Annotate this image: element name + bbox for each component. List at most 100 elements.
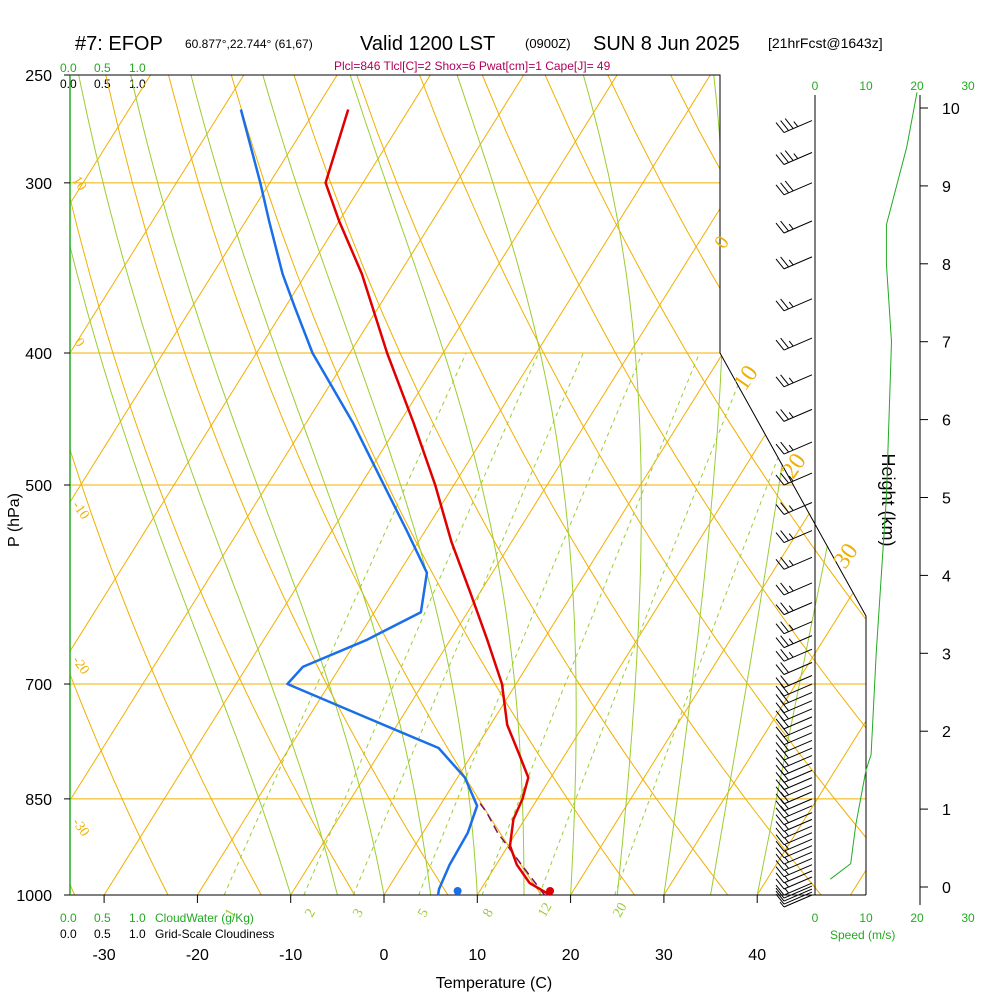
wind-barb	[775, 118, 813, 133]
wind-barb	[775, 408, 813, 422]
wind-barb-shaft	[783, 832, 813, 846]
wind-barb-shaft	[783, 825, 813, 839]
wind-barb-flag	[780, 530, 789, 541]
wind-barb-flag	[780, 635, 789, 646]
wind-barb-shaft	[783, 851, 813, 865]
moist-adiabat	[582, 75, 642, 895]
wind-barb-flag	[780, 337, 789, 349]
pressure-tick-label: 250	[25, 68, 52, 85]
x-axis-label: Temperature (C)	[436, 975, 552, 992]
wind-barb-flag	[784, 863, 789, 869]
moist-adiabat	[756, 75, 866, 895]
cloudwater-label: CloudWater (g/Kg)	[155, 911, 254, 925]
mixing-ratio-line	[303, 352, 539, 895]
wind-barb-flag	[775, 702, 785, 714]
wind-barb-flag	[775, 650, 785, 662]
wind-barb-flag	[788, 223, 794, 230]
grid-clip	[70, 75, 1000, 895]
mixing-ratio-line	[538, 352, 752, 895]
wind-barb	[775, 870, 813, 884]
wind-barb-flag	[779, 901, 785, 908]
cloud-scale-top-green-1: 0.5	[94, 61, 111, 75]
isotherm-label: 30	[829, 539, 864, 574]
forecast-tag: [21hrFcst@1643z]	[768, 35, 883, 51]
wind-barb-shaft	[783, 838, 813, 852]
mixing-ratio-label: 3	[350, 906, 366, 920]
wind-barb-flag	[775, 800, 785, 812]
wind-barb-shaft	[783, 530, 813, 543]
wind-barb-flag	[788, 444, 794, 451]
wind-barb	[775, 530, 813, 543]
isotherm-line	[850, 75, 866, 895]
wind-barb-flag	[775, 814, 785, 825]
cloud-scale-bottom-green-2: 1.0	[129, 911, 146, 925]
moist-adiabat	[190, 75, 432, 895]
wind-barb-flag	[788, 340, 794, 347]
wind-barb-flag	[788, 301, 794, 308]
isotherm-line	[196, 75, 711, 895]
wind-barb-flag	[784, 830, 789, 837]
wind-barb-flag	[780, 648, 789, 660]
dry-adiabat	[70, 75, 262, 895]
wind-barb-flag	[788, 377, 794, 384]
wind-barb	[775, 864, 813, 878]
wind-barb-shaft	[783, 777, 813, 791]
pressure-tick-label: 300	[25, 176, 52, 193]
wind-barb-flag	[775, 222, 785, 234]
wind-barb-flag	[780, 602, 789, 613]
wind-barb	[775, 845, 813, 859]
speed-top-10: 10	[859, 79, 873, 93]
wind-barb-flag	[784, 180, 794, 192]
wind-barb-shaft	[783, 337, 813, 351]
wind-barb-flag	[788, 605, 794, 611]
moist-adiabat	[456, 75, 577, 895]
wind-barb-flag	[788, 475, 794, 482]
dry-adiabat	[544, 75, 866, 895]
isotherm-line	[756, 75, 866, 895]
wind-barb	[775, 621, 813, 635]
speed-bottom-20: 20	[910, 911, 924, 925]
wind-barb-shaft	[783, 182, 813, 196]
wind-barb-flag	[775, 872, 785, 884]
dry-adiabat	[922, 75, 1000, 895]
wind-barb-shaft	[783, 700, 813, 714]
wind-barb-flag	[775, 710, 785, 722]
height-tick-label: 6	[942, 413, 951, 430]
wind-barb	[775, 220, 813, 234]
cloud-scale-bottom-black-1: 0.5	[94, 927, 111, 941]
wind-barb-flag	[775, 443, 785, 455]
height-tick-label: 1	[942, 802, 951, 819]
speed-scale-bottom: 0 10 20 30	[812, 911, 975, 925]
cloud-scale-bottom-black-0: 0.0	[60, 927, 77, 941]
wind-barb	[775, 180, 813, 196]
wind-barb-shaft	[783, 256, 813, 270]
wind-barb-flag	[775, 664, 785, 675]
isotherm-line	[103, 75, 618, 895]
wind-barb-flag	[775, 677, 785, 688]
wind-barb-flag	[775, 300, 785, 312]
height-tick-label: 0	[942, 880, 951, 897]
isotherm-line	[70, 75, 245, 895]
dry-adiabat	[356, 75, 822, 895]
speed-bottom-30: 30	[961, 911, 975, 925]
speed-scale-top: 0 10 20 30	[812, 79, 975, 93]
wind-barb-shaft	[783, 845, 813, 859]
temp-tick-label: 10	[468, 947, 486, 964]
moist-adiabat	[78, 75, 338, 895]
wind-barb-flag	[780, 557, 789, 568]
cloud-scale-bottom-green-1: 0.5	[94, 911, 111, 925]
wind-barb-flag	[775, 339, 785, 351]
wind-barb-flag	[784, 843, 789, 850]
wind-barb-flag	[780, 120, 789, 131]
moist-adiabat	[130, 75, 385, 895]
wind-barb-flag	[775, 847, 785, 858]
wind-barb-shaft	[783, 798, 813, 812]
wind-barb	[775, 256, 813, 270]
wind-barb-shaft	[783, 408, 813, 422]
speed-top-0: 0	[812, 79, 819, 93]
wind-barb-shaft	[783, 769, 813, 783]
cloud-scale-top: 0.0 0.5 1.0 0.0 0.5 1.0	[60, 61, 146, 91]
wind-barb-flag	[780, 675, 789, 686]
pressure-tick-label: 400	[25, 346, 52, 363]
isotherm-label: 20	[777, 449, 812, 484]
